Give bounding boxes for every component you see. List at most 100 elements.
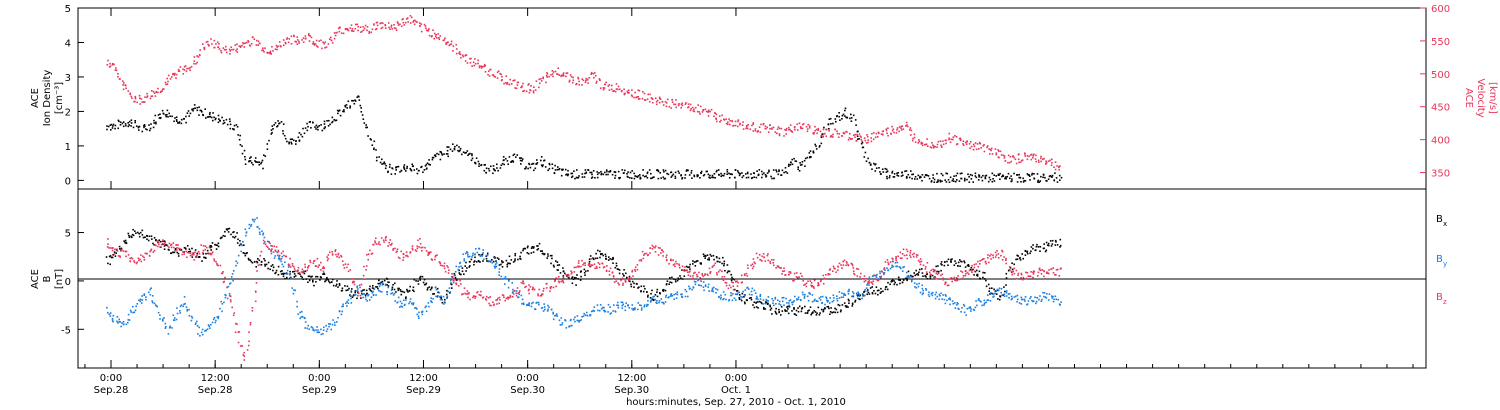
bx-point	[594, 257, 597, 260]
bx-point	[158, 239, 161, 241]
bz-point	[949, 277, 952, 280]
bx-point	[718, 257, 721, 260]
by-point	[966, 307, 969, 310]
velocity-point	[1013, 156, 1015, 159]
bx-point	[702, 253, 705, 255]
density-point	[324, 126, 326, 128]
bz-point	[293, 268, 296, 270]
bz-point	[881, 271, 883, 273]
bx-point	[239, 240, 241, 242]
bz-point	[743, 273, 746, 275]
bx-point	[114, 255, 117, 257]
by-point	[259, 233, 261, 235]
by-point	[928, 295, 931, 298]
density-point	[342, 110, 344, 113]
by-point	[917, 285, 920, 288]
by-point	[1043, 292, 1046, 294]
bz-point	[424, 246, 426, 249]
density-point	[127, 122, 129, 124]
bz-point	[692, 277, 694, 280]
density-point	[209, 111, 211, 114]
velocity-point	[455, 52, 458, 55]
bz-point	[712, 265, 714, 268]
velocity-point	[205, 41, 208, 43]
density-point	[959, 172, 962, 175]
density-point	[189, 112, 192, 115]
density-point	[315, 124, 318, 127]
by-point	[609, 306, 611, 308]
density-point	[651, 177, 653, 180]
density-point	[288, 142, 290, 145]
by-point	[493, 265, 496, 268]
velocity-point	[865, 142, 868, 144]
density-point	[757, 174, 760, 177]
velocity-point	[269, 52, 271, 55]
by-point	[741, 296, 744, 298]
density-point	[143, 125, 145, 127]
density-point	[171, 115, 173, 118]
bx-point	[808, 309, 810, 312]
by-point	[550, 308, 553, 311]
velocity-point	[613, 90, 615, 92]
density-point	[478, 163, 480, 165]
by-point	[157, 311, 160, 314]
bx-point	[141, 229, 144, 232]
bx-point	[272, 269, 274, 272]
bx-point	[763, 308, 765, 310]
by-point	[607, 311, 609, 313]
density-point	[827, 123, 830, 126]
bx-point	[267, 267, 269, 270]
velocity-point	[304, 35, 307, 37]
by-point	[1001, 294, 1003, 297]
density-point	[1031, 174, 1033, 176]
bx-point	[166, 244, 168, 246]
density-point	[885, 171, 888, 173]
top-panel-frame	[77, 7, 1427, 190]
velocity-point	[752, 123, 754, 125]
density-point	[812, 150, 815, 153]
bz-point	[274, 249, 277, 252]
by-point	[242, 240, 244, 243]
bz-point	[459, 283, 462, 285]
by-point	[808, 292, 811, 295]
by-point	[316, 326, 318, 328]
by-point	[437, 295, 439, 297]
velocity-point	[702, 109, 705, 112]
bx-point	[153, 237, 156, 239]
density-point	[363, 122, 366, 124]
velocity-point	[1026, 155, 1029, 157]
by-point	[715, 292, 717, 294]
by-point	[167, 333, 170, 335]
by-point	[582, 315, 585, 317]
bx-point	[421, 275, 424, 278]
velocity-point	[772, 126, 775, 129]
velocity-point	[1007, 154, 1010, 157]
velocity-point	[643, 92, 646, 95]
by-point	[851, 291, 854, 293]
bz-point	[222, 271, 224, 273]
velocity-point	[723, 119, 726, 121]
bx-point	[826, 306, 829, 308]
density-point	[910, 170, 912, 172]
bz-point	[322, 270, 325, 273]
velocity-point	[517, 81, 519, 84]
density-point	[685, 170, 688, 172]
bx-point	[316, 275, 319, 278]
density-point	[1044, 176, 1046, 179]
bx-point	[615, 265, 618, 267]
density-point	[453, 147, 456, 150]
density-point	[911, 177, 913, 180]
velocity-point	[789, 128, 791, 131]
by-point	[641, 307, 643, 309]
velocity-point	[413, 23, 416, 26]
bx-point	[732, 278, 734, 280]
velocity-point	[487, 73, 489, 76]
by-point	[710, 290, 713, 292]
by-point	[151, 300, 153, 302]
velocity-point	[213, 46, 215, 49]
x-tick-time: 0:00	[100, 373, 122, 384]
velocity-point	[734, 120, 737, 123]
density-point	[409, 167, 412, 170]
bz-point	[331, 254, 334, 256]
bx-point	[1021, 253, 1023, 255]
